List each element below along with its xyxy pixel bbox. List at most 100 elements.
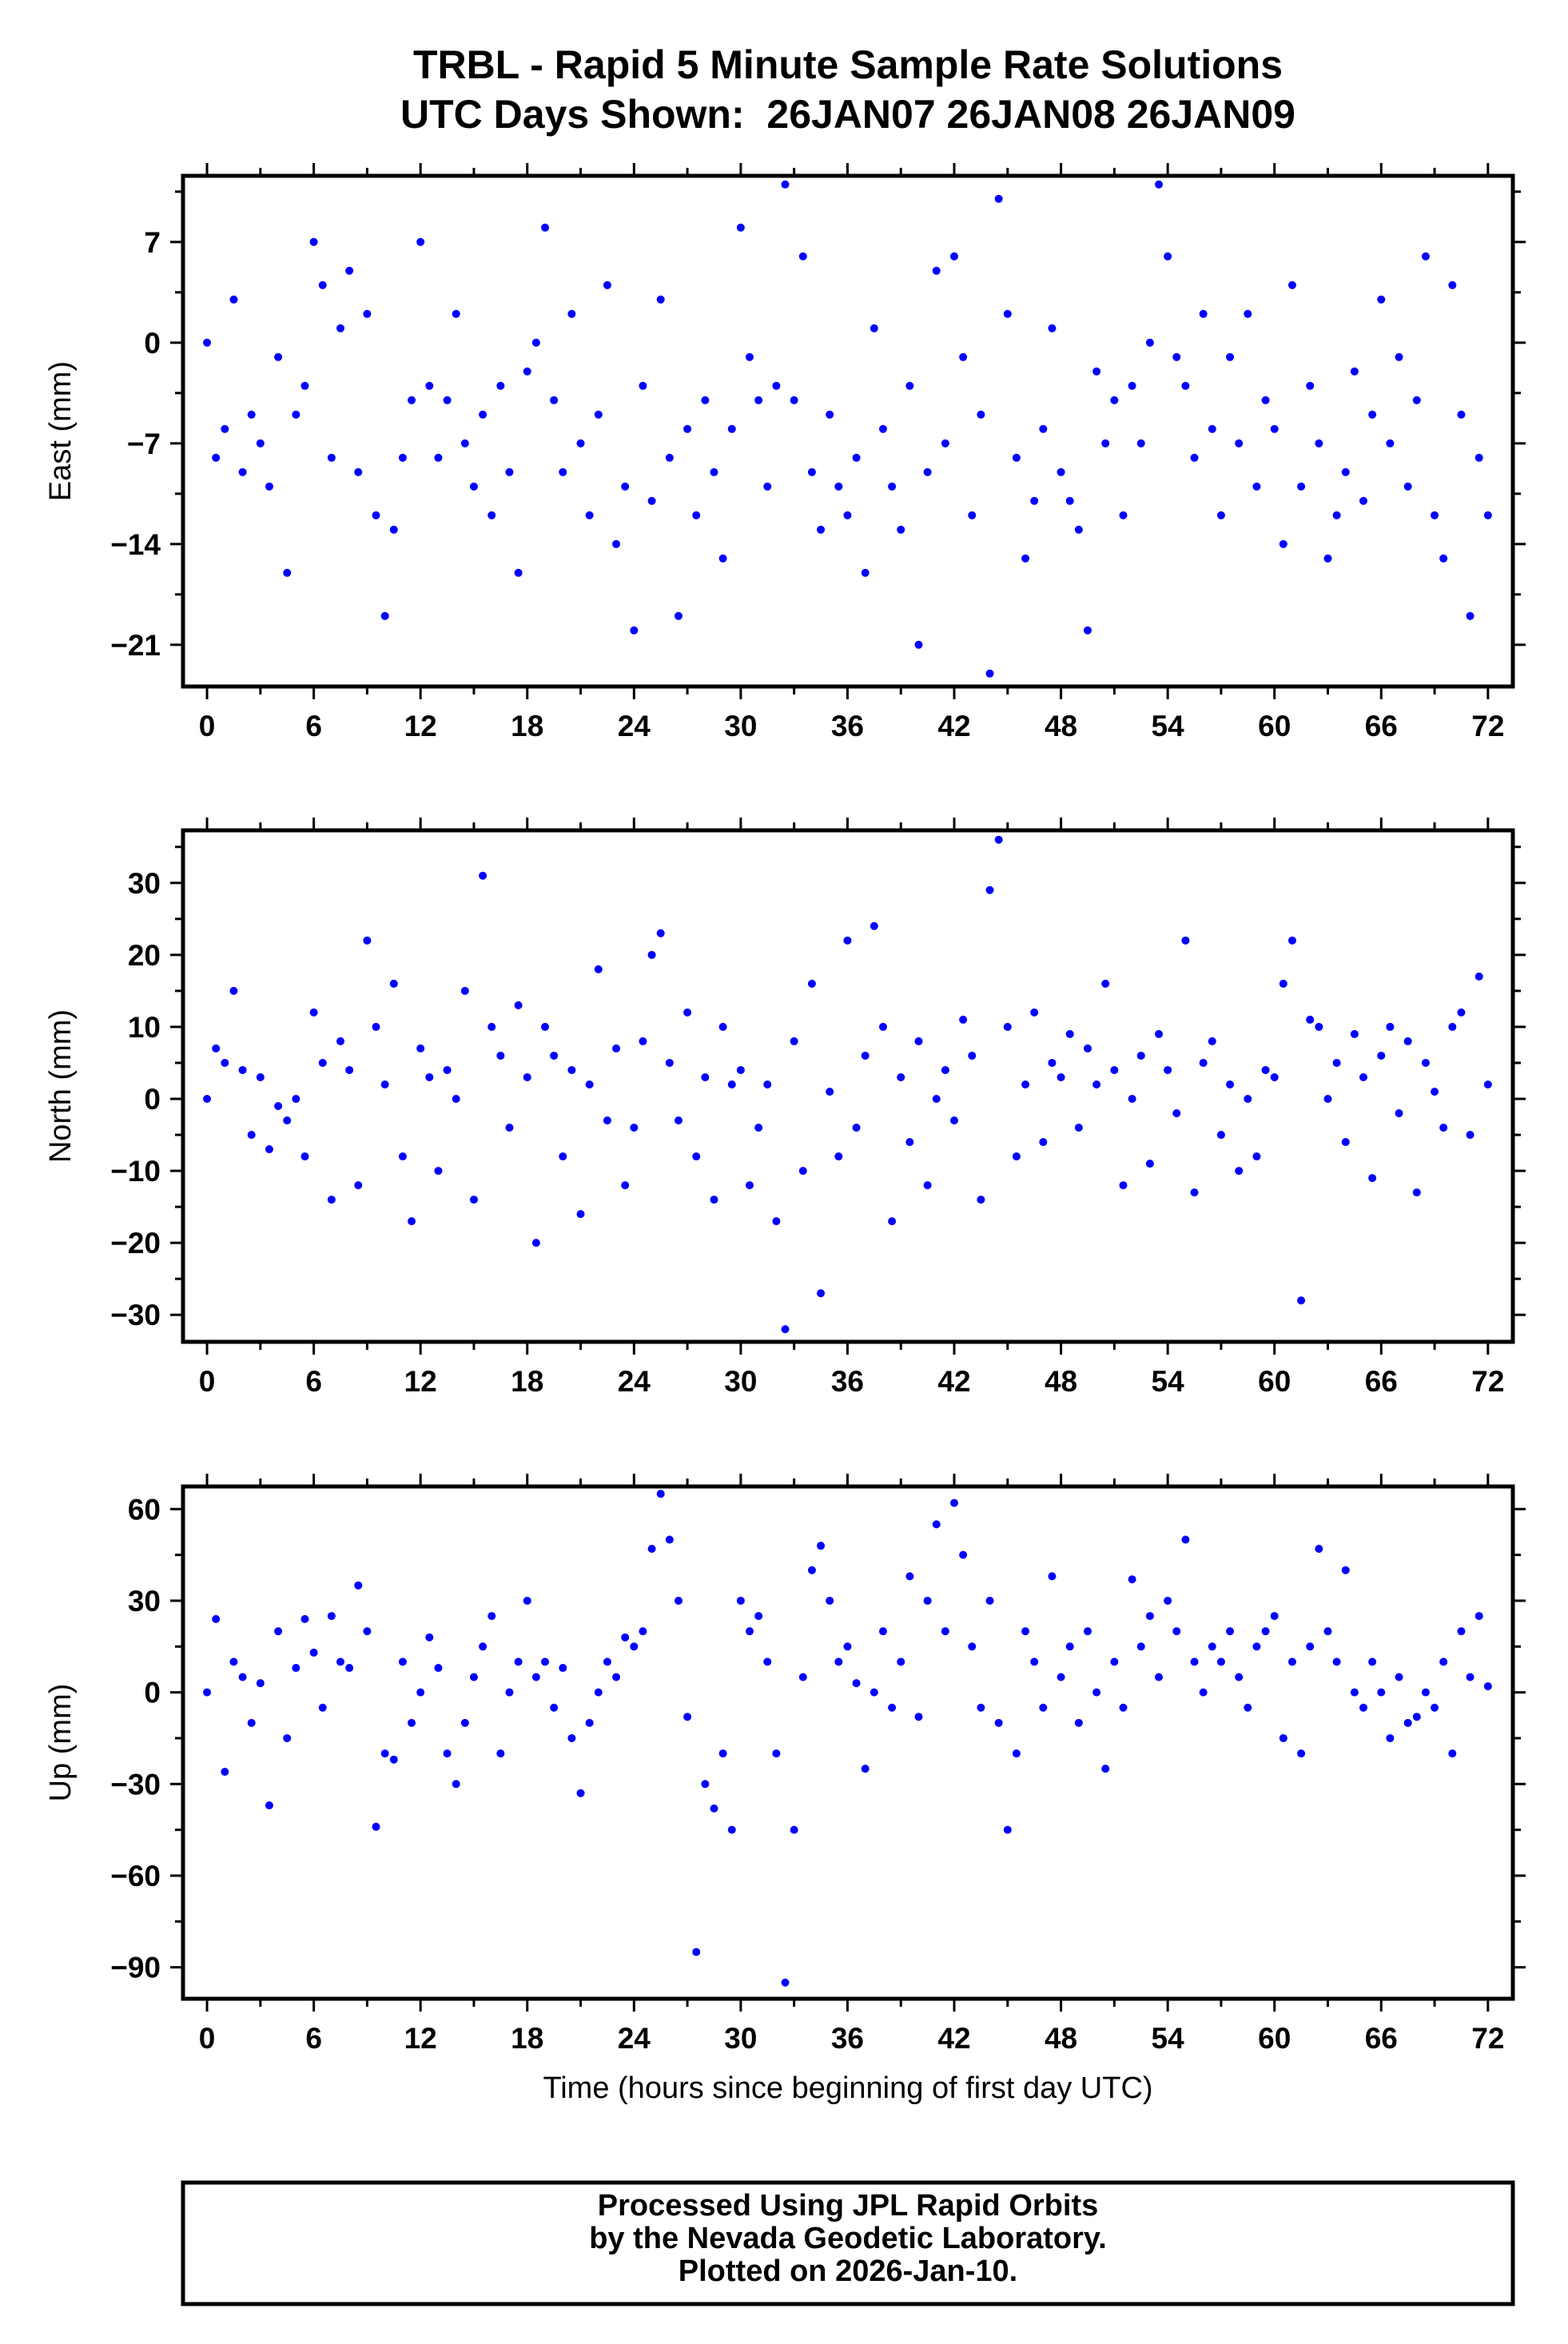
- data-point: [736, 223, 745, 232]
- x-tick-label: 54: [1152, 1365, 1185, 1398]
- data-point: [968, 1051, 977, 1060]
- data-point: [1457, 410, 1466, 419]
- data-point: [318, 1058, 327, 1067]
- x-tick-label: 66: [1365, 2022, 1398, 2055]
- data-point: [1083, 1044, 1092, 1053]
- data-point: [1048, 1058, 1057, 1067]
- data-point: [727, 424, 736, 433]
- data-point: [1057, 468, 1065, 476]
- data-point: [959, 1015, 968, 1024]
- y-tick-label: 10: [128, 1011, 161, 1044]
- data-point: [1359, 1073, 1368, 1081]
- data-point: [514, 1658, 523, 1666]
- data-point: [505, 1688, 514, 1697]
- data-point: [905, 1572, 914, 1581]
- data-point: [1261, 1627, 1270, 1636]
- data-point: [1359, 1703, 1368, 1712]
- data-point: [559, 1152, 567, 1161]
- data-point: [736, 1596, 745, 1605]
- data-point: [594, 1688, 603, 1697]
- data-point: [372, 511, 380, 519]
- data-point: [283, 1116, 292, 1125]
- data-point: [985, 1596, 994, 1605]
- data-point: [639, 1627, 647, 1636]
- data-point: [1208, 1642, 1216, 1651]
- data-point: [256, 439, 265, 448]
- data-point: [1395, 1109, 1403, 1118]
- data-point: [1306, 1642, 1315, 1651]
- data-point: [683, 1008, 692, 1017]
- data-point: [505, 468, 514, 476]
- data-point: [238, 1673, 247, 1681]
- data-point: [1270, 1073, 1279, 1081]
- x-tick-label: 48: [1045, 1365, 1077, 1398]
- data-point: [1350, 367, 1359, 376]
- data-point: [523, 367, 531, 376]
- data-point: [479, 871, 488, 880]
- data-point: [1039, 1703, 1048, 1712]
- data-point: [283, 568, 292, 577]
- data-point: [977, 1196, 985, 1204]
- data-point: [701, 396, 710, 404]
- data-point: [1199, 1688, 1208, 1697]
- data-point: [1350, 1688, 1359, 1697]
- data-point: [265, 482, 273, 491]
- data-point: [1483, 1681, 1492, 1690]
- data-point: [878, 1022, 887, 1031]
- data-point: [817, 525, 826, 534]
- data-point: [826, 1596, 834, 1605]
- data-point: [959, 352, 968, 361]
- data-point: [977, 410, 985, 419]
- data-point: [1119, 511, 1128, 519]
- x-tick-label: 0: [199, 710, 216, 742]
- data-point: [452, 309, 460, 318]
- x-tick-label: 42: [937, 1365, 970, 1398]
- y-axis-label-east: East (mm): [44, 361, 78, 501]
- data-point: [1315, 1022, 1323, 1031]
- data-point: [1386, 1022, 1395, 1031]
- data-point: [1431, 511, 1439, 519]
- data-point: [1315, 439, 1323, 448]
- data-point: [1287, 1658, 1296, 1666]
- data-point: [496, 1051, 505, 1060]
- data-point: [941, 1627, 949, 1636]
- data-point: [647, 1544, 656, 1553]
- data-point: [425, 1073, 434, 1081]
- data-point: [247, 410, 256, 419]
- data-point: [701, 1780, 710, 1789]
- y-tick-label: −60: [110, 1860, 161, 1892]
- data-point: [576, 439, 585, 448]
- data-point: [914, 640, 923, 649]
- y-tick-label: 30: [128, 867, 161, 900]
- data-point: [1421, 252, 1430, 261]
- data-point: [416, 1688, 425, 1697]
- data-point: [852, 1124, 861, 1132]
- data-point: [932, 266, 941, 275]
- data-point: [603, 1116, 611, 1125]
- data-point: [550, 1703, 559, 1712]
- data-point: [656, 295, 665, 304]
- y-tick-label: 30: [128, 1585, 161, 1618]
- data-point: [1377, 1688, 1386, 1697]
- data-point: [950, 1498, 959, 1507]
- data-point: [897, 525, 905, 534]
- data-point: [727, 1825, 736, 1834]
- data-point: [1181, 936, 1190, 945]
- data-point: [923, 468, 932, 476]
- data-point: [1448, 281, 1457, 289]
- data-point: [701, 1073, 710, 1081]
- data-point: [674, 1116, 683, 1125]
- data-point: [692, 1948, 701, 1956]
- data-point: [1341, 468, 1350, 476]
- data-point: [345, 1065, 354, 1074]
- data-point: [514, 568, 523, 577]
- data-point: [300, 1614, 309, 1623]
- chart-title: TRBL - Rapid 5 Minute Sample Rate Soluti…: [413, 42, 1283, 87]
- data-point: [531, 338, 540, 347]
- series-north: [203, 835, 1492, 1334]
- x-tick-label: 0: [199, 1365, 216, 1398]
- data-point: [1092, 1080, 1101, 1088]
- data-point: [1074, 1124, 1083, 1132]
- x-axis-label: Time (hours since beginning of first day…: [543, 2071, 1152, 2105]
- data-point: [460, 439, 469, 448]
